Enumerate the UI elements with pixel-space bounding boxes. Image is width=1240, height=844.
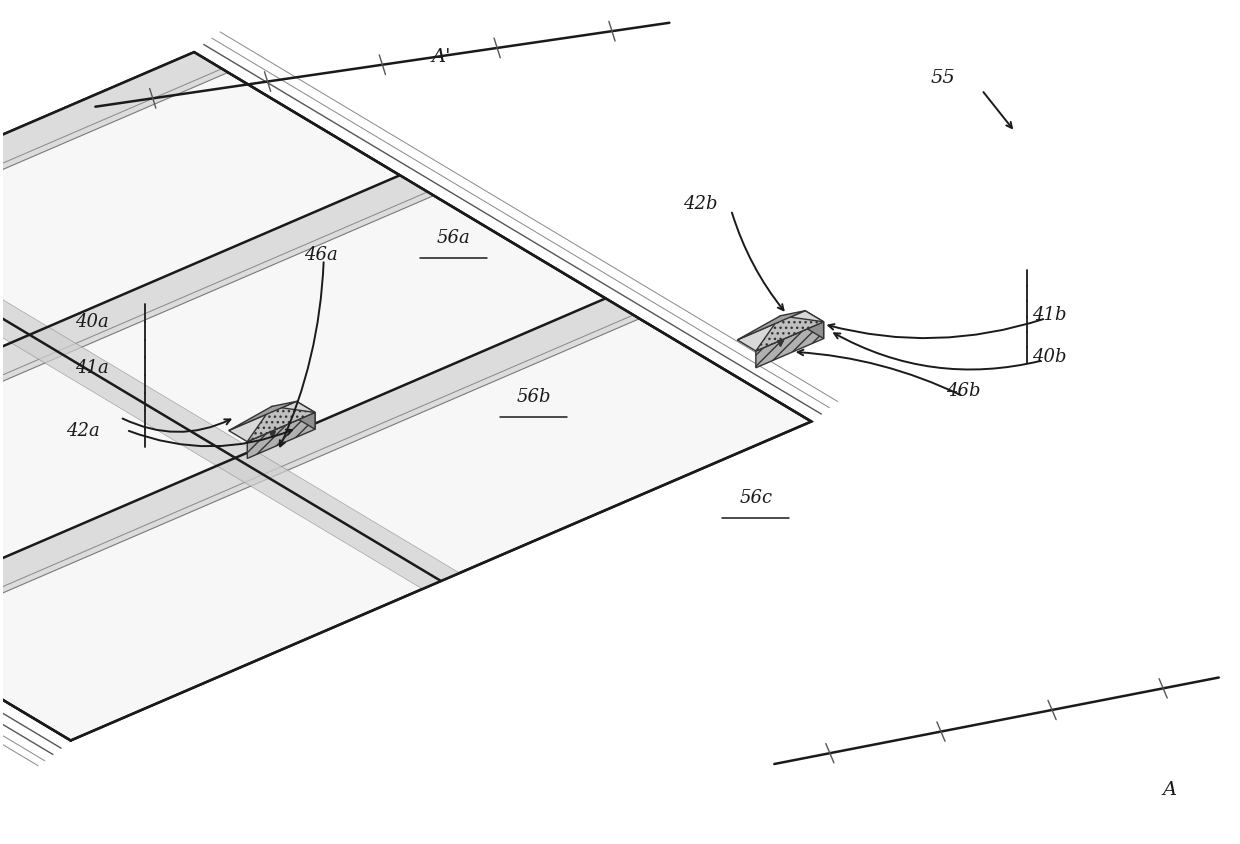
Polygon shape (738, 311, 823, 352)
Polygon shape (0, 176, 434, 515)
Polygon shape (0, 53, 228, 392)
Polygon shape (756, 322, 823, 368)
Polygon shape (0, 204, 460, 582)
Text: 40b: 40b (1033, 348, 1066, 365)
Text: A': A' (432, 48, 451, 67)
Text: 56a: 56a (436, 229, 470, 246)
Text: 46b: 46b (946, 381, 981, 399)
Text: 56c: 56c (739, 489, 773, 506)
Polygon shape (247, 407, 315, 442)
Polygon shape (296, 402, 315, 430)
Polygon shape (0, 53, 811, 741)
Text: 42a: 42a (66, 421, 100, 440)
Text: 55: 55 (931, 69, 956, 87)
Polygon shape (738, 311, 805, 340)
Polygon shape (756, 316, 823, 352)
Text: 41b: 41b (1033, 306, 1066, 323)
Text: 46a: 46a (304, 246, 339, 263)
Polygon shape (247, 413, 315, 459)
Text: A: A (1162, 780, 1177, 798)
Text: 56b: 56b (516, 388, 551, 406)
Polygon shape (0, 299, 640, 638)
Polygon shape (0, 213, 441, 589)
Polygon shape (805, 311, 823, 339)
Polygon shape (228, 402, 315, 442)
Text: 40a: 40a (74, 312, 109, 330)
Text: 41a: 41a (74, 359, 109, 376)
Text: 42b: 42b (683, 195, 718, 213)
Polygon shape (228, 402, 296, 431)
